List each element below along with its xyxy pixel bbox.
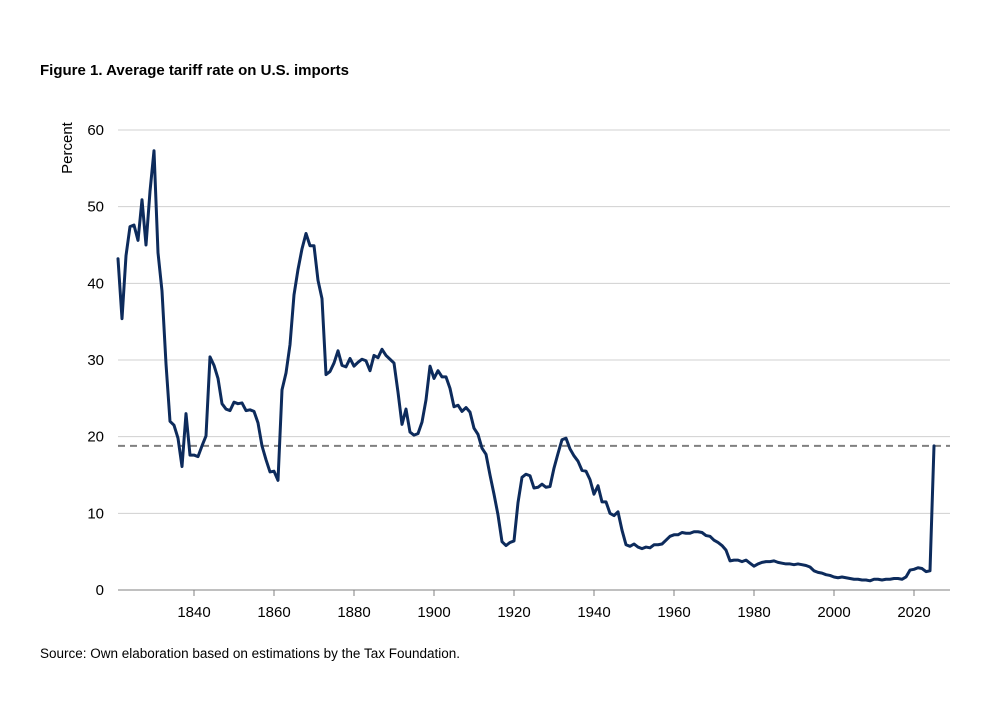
y-tick-label-10: 10	[87, 505, 104, 522]
x-tick-label-1860: 1860	[257, 604, 290, 621]
x-tick-label-2000: 2000	[817, 604, 850, 621]
chart-title: Figure 1. Average tariff rate on U.S. im…	[40, 62, 349, 79]
x-tick-label-1840: 1840	[177, 604, 210, 621]
y-axis-label: Percent	[59, 121, 76, 174]
x-tick-label-1980: 1980	[737, 604, 770, 621]
source-note: Source: Own elaboration based on estimat…	[40, 646, 461, 661]
y-tick-label-60: 60	[87, 122, 104, 139]
gridlines	[118, 129, 950, 514]
x-tick-label-2020: 2020	[897, 604, 930, 621]
x-axis: 1840 1860 1880 1900 1920 1940 1960 1980 2000 2020	[118, 589, 950, 621]
x-tick-label-1880: 1880	[337, 604, 370, 621]
x-tick-label-1900: 1900	[417, 604, 450, 621]
y-tick-label-30: 30	[87, 352, 104, 369]
y-tick-label-20: 20	[87, 429, 104, 446]
x-tick-label-1940: 1940	[577, 604, 610, 621]
series-line-tariff-rate	[116, 149, 936, 583]
y-tick-label-50: 50	[87, 199, 104, 216]
y-tick-label-40: 40	[87, 275, 104, 292]
y-axis-ticks: 0 10 20 30 40 50 60	[87, 122, 104, 599]
y-tick-label-0: 0	[96, 582, 104, 599]
x-tick-label-1920: 1920	[497, 604, 530, 621]
x-tick-label-1960: 1960	[657, 604, 690, 621]
